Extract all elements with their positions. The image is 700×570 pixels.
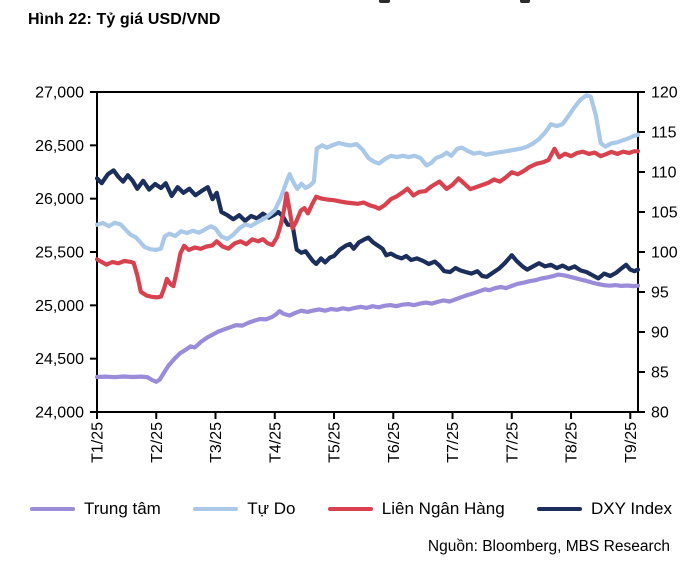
legend-item-tu-do: Tự Do <box>193 499 295 519</box>
y-axis-right-tick-label: 115 <box>651 125 677 142</box>
y-axis-right-tick-label: 95 <box>651 285 669 302</box>
series-line-lien-ngan-hang <box>94 146 641 300</box>
legend-item-trung-tam: Trung tâm <box>30 499 161 519</box>
chart-title: Hình 22: Tỷ giá USD/VND <box>28 11 221 28</box>
series-line-tu-do <box>94 93 641 252</box>
x-axis-tick-label: T6/25 <box>386 422 403 463</box>
cropped-text-artifact <box>379 0 390 3</box>
legend-item-dxy-index: DXY Index <box>537 499 672 519</box>
y-axis-left-tick-label: 26,500 <box>35 138 84 155</box>
exchange-rate-chart: 27,000 26,500 26,000 25,500 25,000 24,500 24,0… <box>35 85 678 463</box>
x-axis-tick-label: T7/25 <box>445 422 462 463</box>
x-axis-tick-label: T3/25 <box>208 422 225 463</box>
legend-label-tu-do: Tự Do <box>247 499 296 518</box>
x-axis-tick-label: T1/25 <box>90 422 107 463</box>
y-axis-right-tick-label: 120 <box>651 85 678 102</box>
legend-swatch-trung-tam <box>30 506 75 512</box>
series-line-dxy-index <box>94 168 641 281</box>
y-axis-left-tick-label: 25,000 <box>35 298 84 315</box>
y-axis-left-tick-label: 26,000 <box>35 191 84 208</box>
legend-label-trung-tam: Trung tâm <box>84 499 161 518</box>
x-axis-tick-label: T9/25 <box>623 422 640 463</box>
legend-swatch-lien-ngan-hang <box>327 506 373 512</box>
x-axis-tick-label: T2/25 <box>149 422 166 463</box>
source-credit: Nguồn: Bloomberg, MBS Research <box>427 538 670 555</box>
legend: Trung tâm Tự Do Liên Ngân Hàng DXY Index <box>30 494 672 524</box>
y-axis-right-tick-label: 110 <box>651 165 677 182</box>
legend-label-dxy-index: DXY Index <box>591 499 672 518</box>
y-axis-left-tick-label: 27,000 <box>35 85 84 102</box>
legend-item-lien-ngan-hang: Liên Ngân Hàng <box>327 499 505 519</box>
y-axis-right-tick-label: 85 <box>651 365 669 382</box>
series-line-trung-tam <box>94 272 641 384</box>
legend-swatch-tu-do <box>193 506 239 512</box>
y-axis-right-tick-label: 100 <box>651 245 678 262</box>
cropped-text-artifact <box>520 0 530 3</box>
legend-label-lien-ngan-hang: Liên Ngân Hàng <box>381 499 505 518</box>
y-axis-left-tick-label: 24,500 <box>35 351 84 368</box>
legend-swatch-dxy-index <box>537 506 583 512</box>
plot-border <box>96 91 639 413</box>
x-axis-tick-label: T4/25 <box>267 422 284 463</box>
y-axis-right-tick-label: 105 <box>651 205 678 222</box>
x-axis-tick-label: T8/25 <box>564 422 581 463</box>
y-axis-right-tick-label: 90 <box>651 325 669 342</box>
x-axis-tick-label: T7/25 <box>504 422 521 463</box>
y-axis-left-tick-label: 25,500 <box>35 245 84 262</box>
y-axis-left-tick-label: 24,000 <box>35 405 84 422</box>
y-axis-right-tick-label: 80 <box>651 405 669 422</box>
x-axis-tick-label: T5/25 <box>327 422 344 463</box>
